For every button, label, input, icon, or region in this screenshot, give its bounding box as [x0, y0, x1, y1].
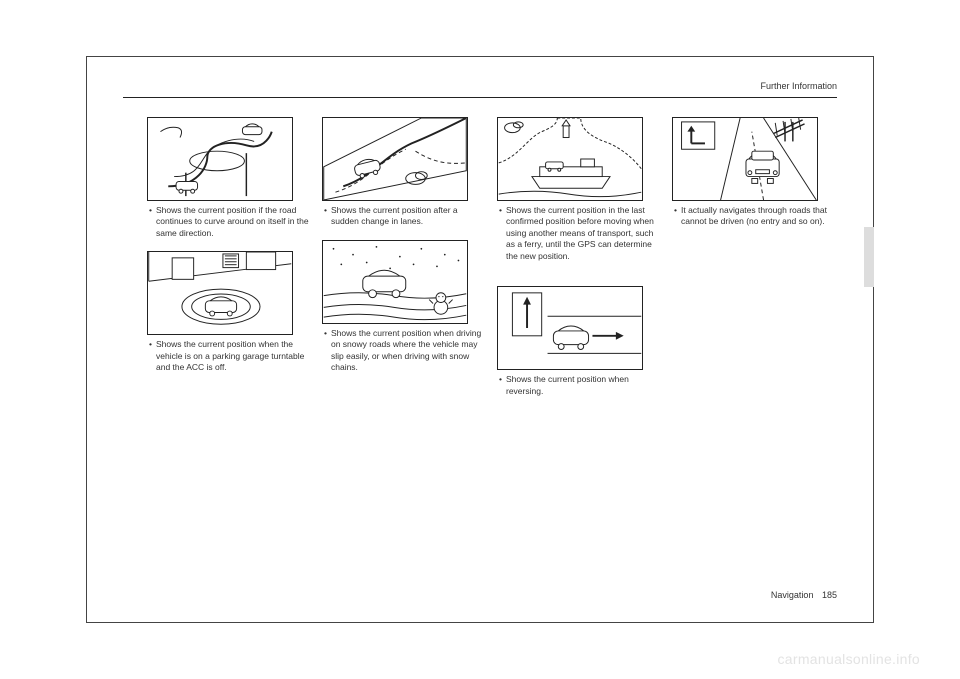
caption: • Shows the current position when the ve… — [147, 339, 312, 373]
column-4: • It actually navigates through roads th… — [672, 117, 837, 572]
no-entry-icon — [672, 117, 818, 201]
ferry-icon — [497, 117, 643, 201]
caption: • It actually navigates through roads th… — [672, 205, 837, 228]
bullet-icon: • — [149, 339, 152, 350]
bullet-icon: • — [499, 205, 502, 216]
column-2: • Shows the current position after a sud… — [322, 117, 487, 572]
caption: • Shows the current position after a sud… — [322, 205, 487, 228]
caption-text: Shows the current position when reversin… — [506, 374, 662, 397]
header-rule — [123, 97, 837, 98]
caption: • Shows the current position when drivin… — [322, 328, 487, 374]
caption: • Shows the current position when revers… — [497, 374, 662, 397]
panel-spiral: • Shows the current position if the road… — [147, 117, 312, 239]
lane-change-icon — [322, 117, 468, 201]
panel-lanes: • Shows the current position after a sud… — [322, 117, 487, 228]
footer-label: Navigation — [771, 590, 814, 600]
panel-noentry: • It actually navigates through roads th… — [672, 117, 837, 228]
header-section: Further Information — [760, 81, 837, 91]
watermark: carmanualsonline.info — [778, 651, 921, 667]
panel-reverse: • Shows the current position when revers… — [497, 286, 662, 397]
caption-text: Shows the current position if the road c… — [156, 205, 312, 239]
panel-ferry: • Shows the current position in the last… — [497, 117, 662, 262]
side-tab — [864, 227, 874, 287]
column-1: • Shows the current position if the road… — [147, 117, 312, 572]
garage-turntable-icon — [147, 251, 293, 335]
reverse-icon — [497, 286, 643, 370]
snow-road-icon — [322, 240, 468, 324]
bullet-icon: • — [324, 205, 327, 216]
bullet-icon: • — [499, 374, 502, 385]
caption: • Shows the current position if the road… — [147, 205, 312, 239]
manual-page: Further Information — [86, 56, 874, 623]
caption-text: It actually navigates through roads that… — [681, 205, 837, 228]
bullet-icon: • — [324, 328, 327, 339]
bullet-icon: • — [674, 205, 677, 216]
page-footer: Navigation 185 — [771, 590, 837, 600]
caption-text: Shows the current position after a sudde… — [331, 205, 487, 228]
bullet-icon: • — [149, 205, 152, 216]
caption: • Shows the current position in the last… — [497, 205, 662, 262]
content-grid: • Shows the current position if the road… — [147, 117, 837, 572]
caption-text: Shows the current position when driving … — [331, 328, 487, 374]
caption-text: Shows the current position in the last c… — [506, 205, 662, 262]
panel-snow: • Shows the current position when drivin… — [322, 240, 487, 374]
page-number: 185 — [822, 590, 837, 600]
caption-text: Shows the current position when the vehi… — [156, 339, 312, 373]
panel-turntable: • Shows the current position when the ve… — [147, 251, 312, 373]
column-3: • Shows the current position in the last… — [497, 117, 662, 572]
spiral-ramp-icon — [147, 117, 293, 201]
